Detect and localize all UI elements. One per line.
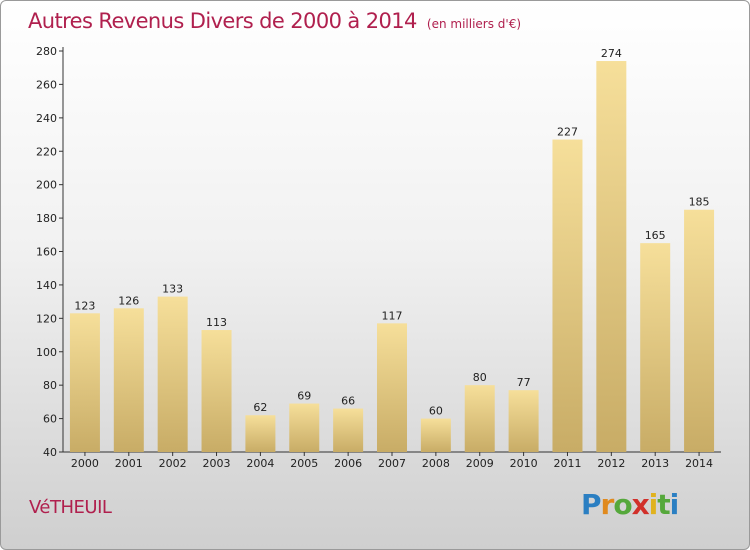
y-tick-label: 40 [43, 446, 57, 459]
x-tick-label: 2013 [641, 457, 669, 470]
y-tick-label: 220 [36, 145, 57, 158]
chart-title: Autres Revenus Divers de 2000 à 2014 (en… [28, 9, 521, 33]
chart-title-text: Autres Revenus Divers de 2000 à 2014 [28, 9, 417, 33]
bar [333, 408, 364, 452]
data-label: 185 [689, 196, 710, 209]
x-tick-label: 2001 [115, 457, 143, 470]
chart-subtitle: (en milliers d'€) [426, 17, 522, 31]
data-label: 227 [557, 126, 578, 139]
y-tick-label: 60 [43, 413, 57, 426]
bar [420, 418, 451, 452]
data-label: 133 [162, 283, 183, 296]
x-tick-label: 2006 [334, 457, 362, 470]
bar [245, 415, 276, 452]
bar [201, 330, 232, 452]
y-tick-label: 100 [36, 346, 57, 359]
y-tick-label: 200 [36, 179, 57, 192]
x-tick-label: 2008 [422, 457, 450, 470]
bar [508, 390, 539, 452]
data-label: 165 [645, 229, 666, 242]
logo-letter: o [613, 488, 632, 521]
x-tick-label: 2007 [378, 457, 406, 470]
commune-name: VéTHEUIL [29, 497, 112, 518]
logo-letter: P [581, 488, 602, 521]
logo-letter: i [648, 488, 659, 521]
y-tick-label: 160 [36, 246, 57, 259]
bar [289, 403, 320, 452]
data-label: 69 [297, 390, 311, 403]
y-tick-label: 280 [36, 45, 57, 58]
y-tick-label: 140 [36, 279, 57, 292]
y-tick-label: 120 [36, 312, 57, 325]
data-label: 66 [341, 395, 355, 408]
x-tick-label: 2011 [553, 457, 581, 470]
x-tick-label: 2014 [685, 457, 713, 470]
bar [640, 243, 671, 452]
value-labels: 123 126 133 113 62 69 66 117 60 80 77 227 274 165 185 [74, 47, 709, 418]
x-tick-label: 2005 [290, 457, 318, 470]
axes: 40 60 80 100 120 140 160 180 200 220 240 260 280 2000… [36, 45, 721, 470]
x-tick-label: 2003 [203, 457, 231, 470]
y-tick-label: 260 [36, 78, 57, 91]
bar [464, 385, 495, 452]
bar [552, 139, 583, 452]
data-label: 62 [253, 401, 267, 414]
x-tick-label: 2000 [71, 457, 99, 470]
proxiti-logo[interactable]: Proxiti [581, 488, 680, 521]
logo-letter: r [600, 488, 615, 521]
y-tick-label: 180 [36, 212, 57, 225]
logo-letter: i [669, 488, 680, 521]
x-tick-label: 2002 [159, 457, 187, 470]
y-tick-label: 240 [36, 112, 57, 125]
data-label: 80 [473, 371, 487, 384]
bar [596, 61, 627, 453]
data-label: 60 [429, 405, 443, 418]
y-tick-label: 80 [43, 379, 57, 392]
data-label: 274 [601, 47, 622, 60]
data-label: 113 [206, 316, 227, 329]
logo-letter: x [631, 488, 650, 521]
logo-letter: t [657, 488, 670, 521]
bar [684, 209, 715, 452]
data-label: 117 [382, 309, 403, 322]
bars [69, 61, 715, 453]
x-tick-label: 2010 [510, 457, 538, 470]
data-label: 77 [517, 376, 531, 389]
data-label: 126 [118, 294, 139, 307]
x-tick-label: 2009 [466, 457, 494, 470]
bar [69, 313, 100, 452]
bar [113, 308, 144, 452]
bar [157, 296, 188, 452]
bar [377, 323, 407, 452]
x-tick-label: 2004 [246, 457, 274, 470]
data-label: 123 [74, 299, 95, 312]
x-tick-label: 2012 [597, 457, 625, 470]
